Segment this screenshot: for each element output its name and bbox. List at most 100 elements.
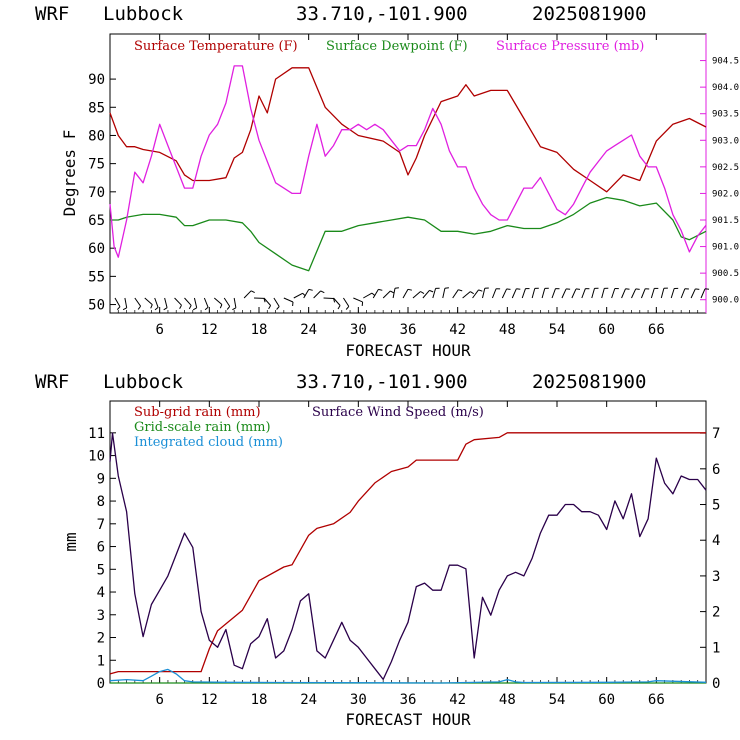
wind-barb [134,297,142,307]
series-line-surface-pressure [109,65,707,258]
panel-2-y-ticks: 0 1 2 3 4 5 6 7 8 9 10 11 [88,426,116,692]
wind-barb-flag [407,288,413,291]
panel-2-x-tick-label: 18 [251,692,268,708]
wind-barb [521,288,526,299]
panel-2-y-tick-label: 0 [97,676,105,692]
wind-barb [293,292,303,299]
panel-1-y2-tick-label: 900.5 [712,269,739,279]
wind-barb [591,288,595,299]
legend-subgrid-rain: Sub-grid rain (mm) [134,405,261,420]
panel-1-x-tick-label: 66 [648,322,665,338]
panel-1-x-ticks: 6 12 18 24 30 36 42 48 54 60 66 [117,34,699,338]
wind-barb [670,288,675,299]
panel-2-y-tick-label: 3 [97,608,105,624]
wind-barb-flag [575,288,581,290]
panel-1-coords: 33.710,-101.900 [296,3,468,25]
panel-1-x-tick-label: 36 [400,322,417,338]
panel-1-x-tick-label: 6 [155,322,163,338]
panel-2-x-tick-label: 6 [155,692,163,708]
wind-barb [223,297,231,307]
wind-barb [680,288,686,299]
panel-1-y-axis-label: Degrees F [60,130,79,217]
wind-barb-flag [458,289,463,292]
wind-barb [700,288,706,299]
wind-barb [144,297,153,305]
wind-barb [571,288,577,299]
panel-1-station: Lubbock [103,3,184,25]
panel-1-y-tick-label: 60 [88,241,105,257]
wind-barb-flag [333,298,336,303]
wind-barb [402,289,409,299]
panel-2-y-tick-label: 2 [97,631,105,647]
wind-barb [531,288,536,299]
wind-barb [541,288,546,299]
wind-barb [650,288,655,299]
legend-gridscale-rain: Grid-scale rain (mm) [134,420,271,435]
wind-barb [640,288,646,299]
wind-barb [193,297,198,308]
wind-barb [303,289,310,299]
wind-barb-flag [320,290,325,294]
panel-1-date: 2025081900 [532,3,646,25]
wind-barb [551,288,556,299]
wind-barb-flag [154,307,159,311]
wind-barb-flag [506,288,511,290]
panel-2-y-tick-label: 11 [88,426,105,442]
legend-surface-temperature: Surface Temperature (F) [134,39,298,54]
panel-1-y-tick-label: 80 [88,128,105,144]
wind-barb-flag [429,289,434,293]
wind-barb [313,290,322,299]
panel-1-x-tick-label: 60 [598,322,615,338]
wind-barb [164,297,168,308]
panel-2-y2-tick-label: 1 [712,640,720,656]
wind-barb [213,297,223,305]
wind-barb [511,288,517,299]
panel-2-y-axis-label: mm [61,532,80,551]
panel-2-y2-tick-label: 5 [712,498,720,514]
panel-2-x-axis-label: FORECAST HOUR [345,710,471,729]
wind-barb-flag [232,307,237,311]
wind-barb [631,288,637,299]
panel-1: WRF Lubbock 33.710,-101.900 2025081900 6… [35,3,739,360]
wind-barb [174,297,182,306]
wind-barb [124,297,128,308]
panel-2-station: Lubbock [103,371,184,393]
wind-barb-flag [390,290,395,294]
panel-2-model: WRF [35,371,69,393]
panel-1-wind-barbs [114,287,710,311]
panel-1-x-tick-label: 54 [549,322,566,338]
wind-barb-flag [137,305,142,310]
wind-barb-flag [635,288,640,290]
panel-2-y-tick-label: 8 [97,494,105,510]
wind-barb-flag [204,306,209,311]
wind-barb-flag [308,288,313,291]
series-line-surface-temperature [109,67,707,193]
wind-barb [432,288,437,299]
wind-barb [601,288,605,299]
series-line-sub-grid-rain [109,432,706,675]
panel-2-x-tick-label: 66 [648,692,665,708]
wind-barb-flag [122,307,127,311]
panel-1-series [109,65,707,272]
panel-2-y2-tick-label: 0 [712,676,720,692]
legend-surface-pressure: Surface Pressure (mb) [496,39,644,54]
wind-barb [203,297,209,308]
panel-1-model: WRF [35,3,69,25]
wind-barb [581,288,586,299]
panel-1-y2-tick-label: 904.0 [712,83,739,93]
wind-barb [501,288,508,299]
panel-2-x-tick-label: 42 [449,692,466,708]
wind-barb [154,297,159,308]
wind-barb [263,297,271,306]
panel-2-y2-tick-label: 7 [712,426,720,442]
wind-barb [323,297,334,299]
wind-barb-flag [226,306,231,310]
panel-2-y-tick-label: 5 [97,562,105,578]
panel-1-y2-tick-label: 903.0 [712,136,739,146]
wind-barb [273,297,280,307]
panel-2-x-tick-label: 36 [400,692,417,708]
wind-barb [422,290,430,299]
legend-integrated-cloud: Integrated cloud (mm) [134,435,283,450]
legend-surface-dewpoint: Surface Dewpoint (F) [326,39,468,54]
